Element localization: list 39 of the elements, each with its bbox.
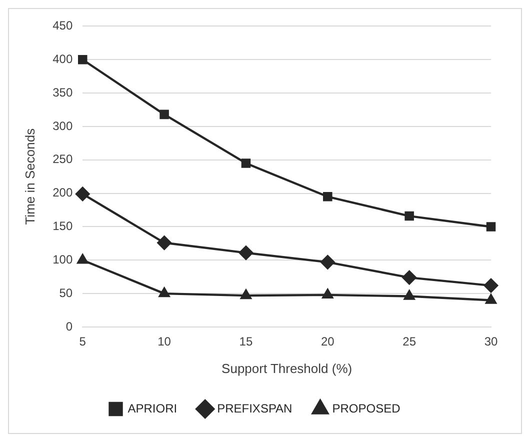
- point: [486, 222, 496, 232]
- y-tick-label: 0: [66, 319, 73, 334]
- y-tick-label: 150: [52, 219, 73, 234]
- point: [77, 254, 88, 264]
- y-tick-label: 300: [52, 118, 73, 133]
- y-tick-label: 450: [52, 18, 73, 33]
- point: [320, 255, 335, 270]
- point: [78, 54, 88, 64]
- legend-label: PROPOSED: [332, 401, 401, 416]
- y-tick-label: 50: [59, 286, 73, 300]
- x-axis-title: Support Threshold (%): [222, 360, 352, 376]
- x-tick-label: 5: [79, 334, 86, 349]
- point: [160, 110, 169, 120]
- point: [404, 211, 414, 221]
- legend-label: APRIORI: [128, 401, 178, 416]
- point: [484, 278, 498, 293]
- y-tick-label: 400: [52, 52, 73, 66]
- x-tick-label: 10: [158, 334, 172, 349]
- x-tick-label: 20: [320, 334, 335, 349]
- point: [486, 294, 496, 304]
- y-tick-label: 200: [52, 186, 73, 200]
- point: [402, 270, 416, 285]
- point: [323, 192, 332, 202]
- point: [240, 289, 252, 300]
- point: [241, 158, 251, 168]
- point: [322, 288, 334, 299]
- y-tick-label: 350: [52, 85, 73, 100]
- y-axis-title: Time in Seconds: [22, 128, 38, 225]
- legend-label: PREFIXSPAN: [217, 401, 292, 416]
- y-tick-label: 250: [52, 152, 73, 166]
- point: [158, 287, 170, 298]
- y-tick-label: 100: [52, 252, 73, 266]
- x-tick-label: 15: [239, 334, 253, 349]
- x-tick-label: 25: [402, 334, 416, 349]
- point: [238, 246, 254, 260]
- x-tick-label: 30: [484, 334, 498, 349]
- point: [157, 236, 172, 250]
- point: [76, 186, 90, 202]
- point: [404, 290, 415, 300]
